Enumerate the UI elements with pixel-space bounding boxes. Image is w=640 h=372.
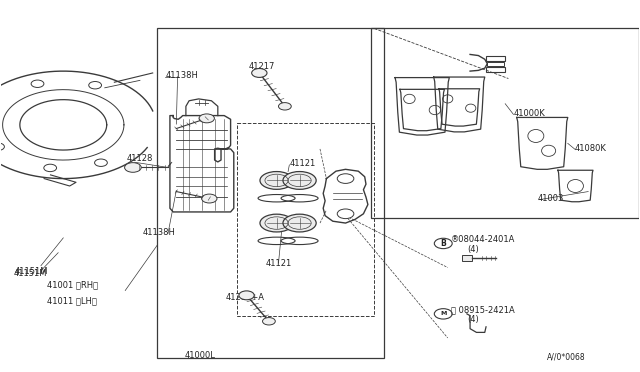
Text: 41151M: 41151M bbox=[15, 267, 48, 276]
Text: 41138H: 41138H bbox=[143, 228, 175, 237]
Text: 41000K: 41000K bbox=[513, 109, 545, 118]
Text: B: B bbox=[440, 239, 446, 248]
Circle shape bbox=[125, 163, 141, 172]
Circle shape bbox=[202, 194, 217, 203]
Text: A//0*0068: A//0*0068 bbox=[547, 353, 586, 362]
Text: 41000L: 41000L bbox=[184, 351, 216, 360]
Text: 41121: 41121 bbox=[266, 259, 292, 267]
Text: 41217: 41217 bbox=[248, 62, 275, 71]
Text: 41217+A: 41217+A bbox=[226, 293, 265, 302]
Bar bbox=[371, 29, 639, 218]
Text: ®08044-2401A: ®08044-2401A bbox=[451, 235, 515, 244]
Ellipse shape bbox=[260, 214, 293, 232]
Circle shape bbox=[337, 209, 354, 219]
Text: 41001 〈RH〉: 41001 〈RH〉 bbox=[47, 281, 98, 290]
Circle shape bbox=[278, 103, 291, 110]
Text: M: M bbox=[440, 311, 447, 316]
Text: 41128: 41128 bbox=[127, 154, 153, 163]
Circle shape bbox=[239, 291, 254, 300]
Text: 41138H: 41138H bbox=[166, 71, 198, 80]
Bar bbox=[157, 29, 384, 358]
Bar bbox=[487, 62, 504, 66]
Bar bbox=[486, 67, 505, 72]
Text: 41121: 41121 bbox=[289, 159, 316, 168]
Ellipse shape bbox=[260, 171, 293, 189]
Text: 41080K: 41080K bbox=[574, 144, 606, 153]
Text: Ⓜ 08915-2421A: Ⓜ 08915-2421A bbox=[451, 305, 515, 314]
Circle shape bbox=[337, 174, 354, 183]
Bar bbox=[462, 255, 472, 261]
Text: 41011 〈LH〉: 41011 〈LH〉 bbox=[47, 296, 97, 305]
Ellipse shape bbox=[283, 171, 316, 189]
Text: 41151M: 41151M bbox=[13, 269, 47, 278]
Bar bbox=[486, 55, 505, 61]
Text: (4): (4) bbox=[467, 315, 479, 324]
Text: 41003: 41003 bbox=[537, 195, 563, 203]
Circle shape bbox=[252, 68, 267, 77]
Ellipse shape bbox=[283, 214, 316, 232]
Bar bbox=[237, 123, 374, 316]
Circle shape bbox=[262, 318, 275, 325]
Text: (4): (4) bbox=[467, 245, 479, 254]
Circle shape bbox=[199, 114, 214, 123]
